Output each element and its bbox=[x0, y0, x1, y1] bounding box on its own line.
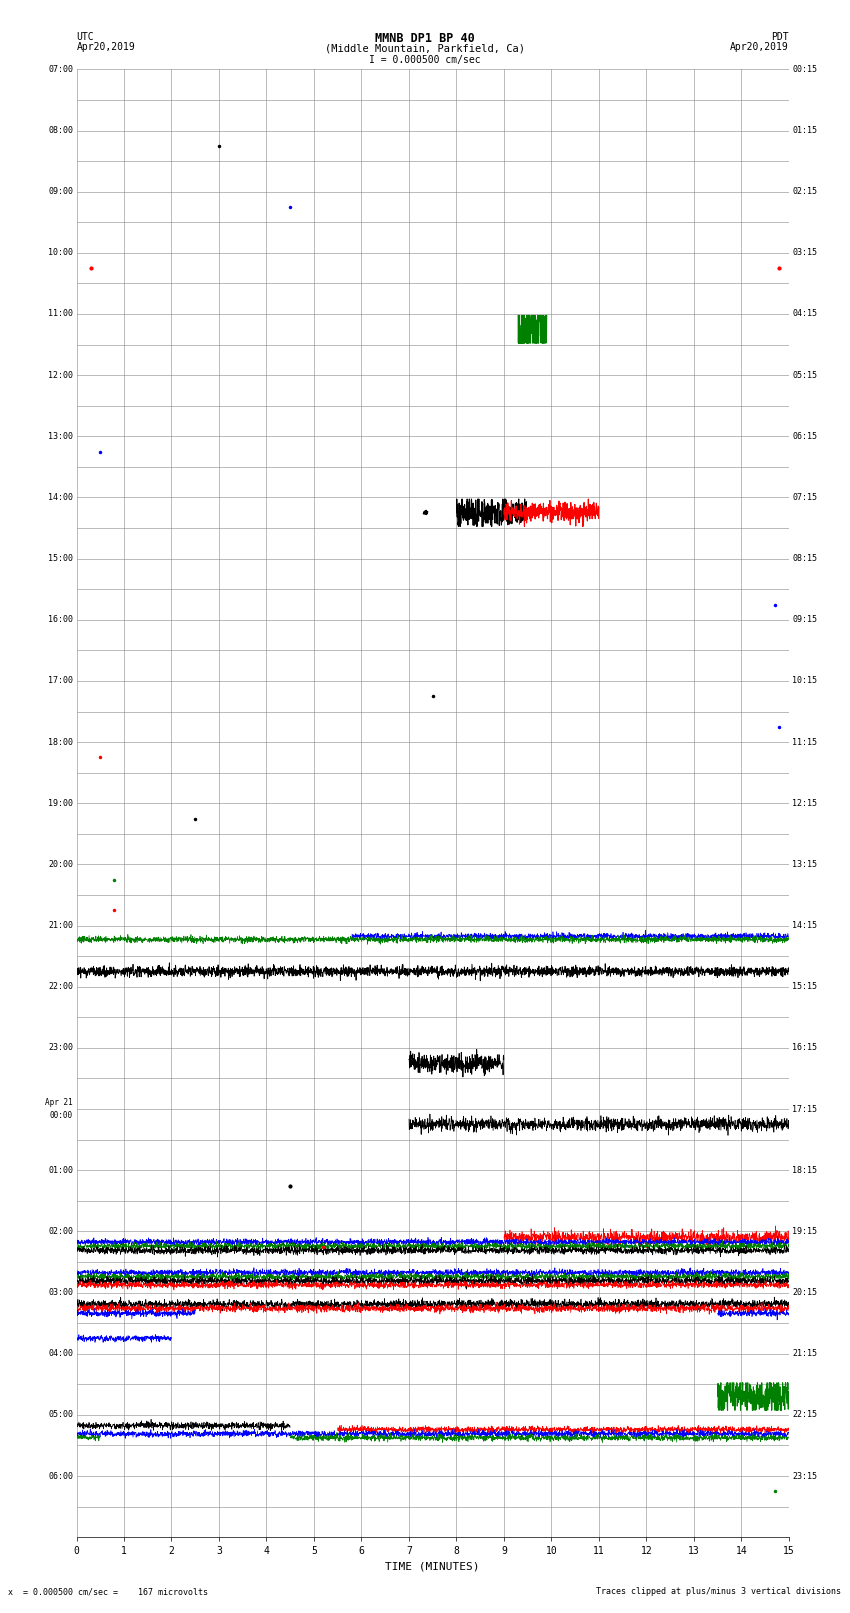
Text: 23:15: 23:15 bbox=[792, 1471, 817, 1481]
Text: 03:00: 03:00 bbox=[48, 1289, 73, 1297]
Text: UTC: UTC bbox=[76, 32, 94, 42]
Text: PDT: PDT bbox=[771, 32, 789, 42]
Text: 22:15: 22:15 bbox=[792, 1410, 817, 1419]
Text: 05:00: 05:00 bbox=[48, 1410, 73, 1419]
Text: (Middle Mountain, Parkfield, Ca): (Middle Mountain, Parkfield, Ca) bbox=[325, 44, 525, 53]
Text: 00:00: 00:00 bbox=[50, 1111, 73, 1121]
Text: 17:00: 17:00 bbox=[48, 676, 73, 686]
Text: 15:15: 15:15 bbox=[792, 982, 817, 992]
Text: 04:15: 04:15 bbox=[792, 310, 817, 318]
Text: 05:15: 05:15 bbox=[792, 371, 817, 379]
Text: Apr20,2019: Apr20,2019 bbox=[730, 42, 789, 52]
Text: 02:15: 02:15 bbox=[792, 187, 817, 197]
Text: 21:15: 21:15 bbox=[792, 1348, 817, 1358]
Text: 13:15: 13:15 bbox=[792, 860, 817, 869]
Text: 01:15: 01:15 bbox=[792, 126, 817, 135]
Text: 16:15: 16:15 bbox=[792, 1044, 817, 1052]
Text: 12:15: 12:15 bbox=[792, 798, 817, 808]
Text: 08:00: 08:00 bbox=[48, 126, 73, 135]
Text: 09:00: 09:00 bbox=[48, 187, 73, 197]
Text: 20:00: 20:00 bbox=[48, 860, 73, 869]
Text: 13:00: 13:00 bbox=[48, 432, 73, 440]
Text: Apr20,2019: Apr20,2019 bbox=[76, 42, 135, 52]
Text: 18:00: 18:00 bbox=[48, 737, 73, 747]
Text: 10:15: 10:15 bbox=[792, 676, 817, 686]
Text: 07:15: 07:15 bbox=[792, 494, 817, 502]
X-axis label: TIME (MINUTES): TIME (MINUTES) bbox=[385, 1561, 480, 1571]
Text: 17:15: 17:15 bbox=[792, 1105, 817, 1113]
Text: Apr 21: Apr 21 bbox=[45, 1098, 73, 1107]
Text: 11:15: 11:15 bbox=[792, 737, 817, 747]
Text: 07:00: 07:00 bbox=[48, 65, 73, 74]
Text: 23:00: 23:00 bbox=[48, 1044, 73, 1052]
Text: 02:00: 02:00 bbox=[48, 1227, 73, 1236]
Text: 14:15: 14:15 bbox=[792, 921, 817, 931]
Text: 14:00: 14:00 bbox=[48, 494, 73, 502]
Text: 03:15: 03:15 bbox=[792, 248, 817, 258]
Text: 10:00: 10:00 bbox=[48, 248, 73, 258]
Text: 11:00: 11:00 bbox=[48, 310, 73, 318]
Text: 08:15: 08:15 bbox=[792, 555, 817, 563]
Text: 22:00: 22:00 bbox=[48, 982, 73, 992]
Text: 15:00: 15:00 bbox=[48, 555, 73, 563]
Text: 18:15: 18:15 bbox=[792, 1166, 817, 1174]
Text: 19:00: 19:00 bbox=[48, 798, 73, 808]
Text: 21:00: 21:00 bbox=[48, 921, 73, 931]
Text: 06:15: 06:15 bbox=[792, 432, 817, 440]
Text: 04:00: 04:00 bbox=[48, 1348, 73, 1358]
Text: x  = 0.000500 cm/sec =    167 microvolts: x = 0.000500 cm/sec = 167 microvolts bbox=[8, 1587, 208, 1597]
Text: 06:00: 06:00 bbox=[48, 1471, 73, 1481]
Text: Traces clipped at plus/minus 3 vertical divisions: Traces clipped at plus/minus 3 vertical … bbox=[597, 1587, 842, 1597]
Text: MMNB DP1 BP 40: MMNB DP1 BP 40 bbox=[375, 32, 475, 45]
Text: 20:15: 20:15 bbox=[792, 1289, 817, 1297]
Text: 12:00: 12:00 bbox=[48, 371, 73, 379]
Text: 01:00: 01:00 bbox=[48, 1166, 73, 1174]
Text: I = 0.000500 cm/sec: I = 0.000500 cm/sec bbox=[369, 55, 481, 65]
Text: 09:15: 09:15 bbox=[792, 615, 817, 624]
Text: 19:15: 19:15 bbox=[792, 1227, 817, 1236]
Text: 00:15: 00:15 bbox=[792, 65, 817, 74]
Text: 16:00: 16:00 bbox=[48, 615, 73, 624]
